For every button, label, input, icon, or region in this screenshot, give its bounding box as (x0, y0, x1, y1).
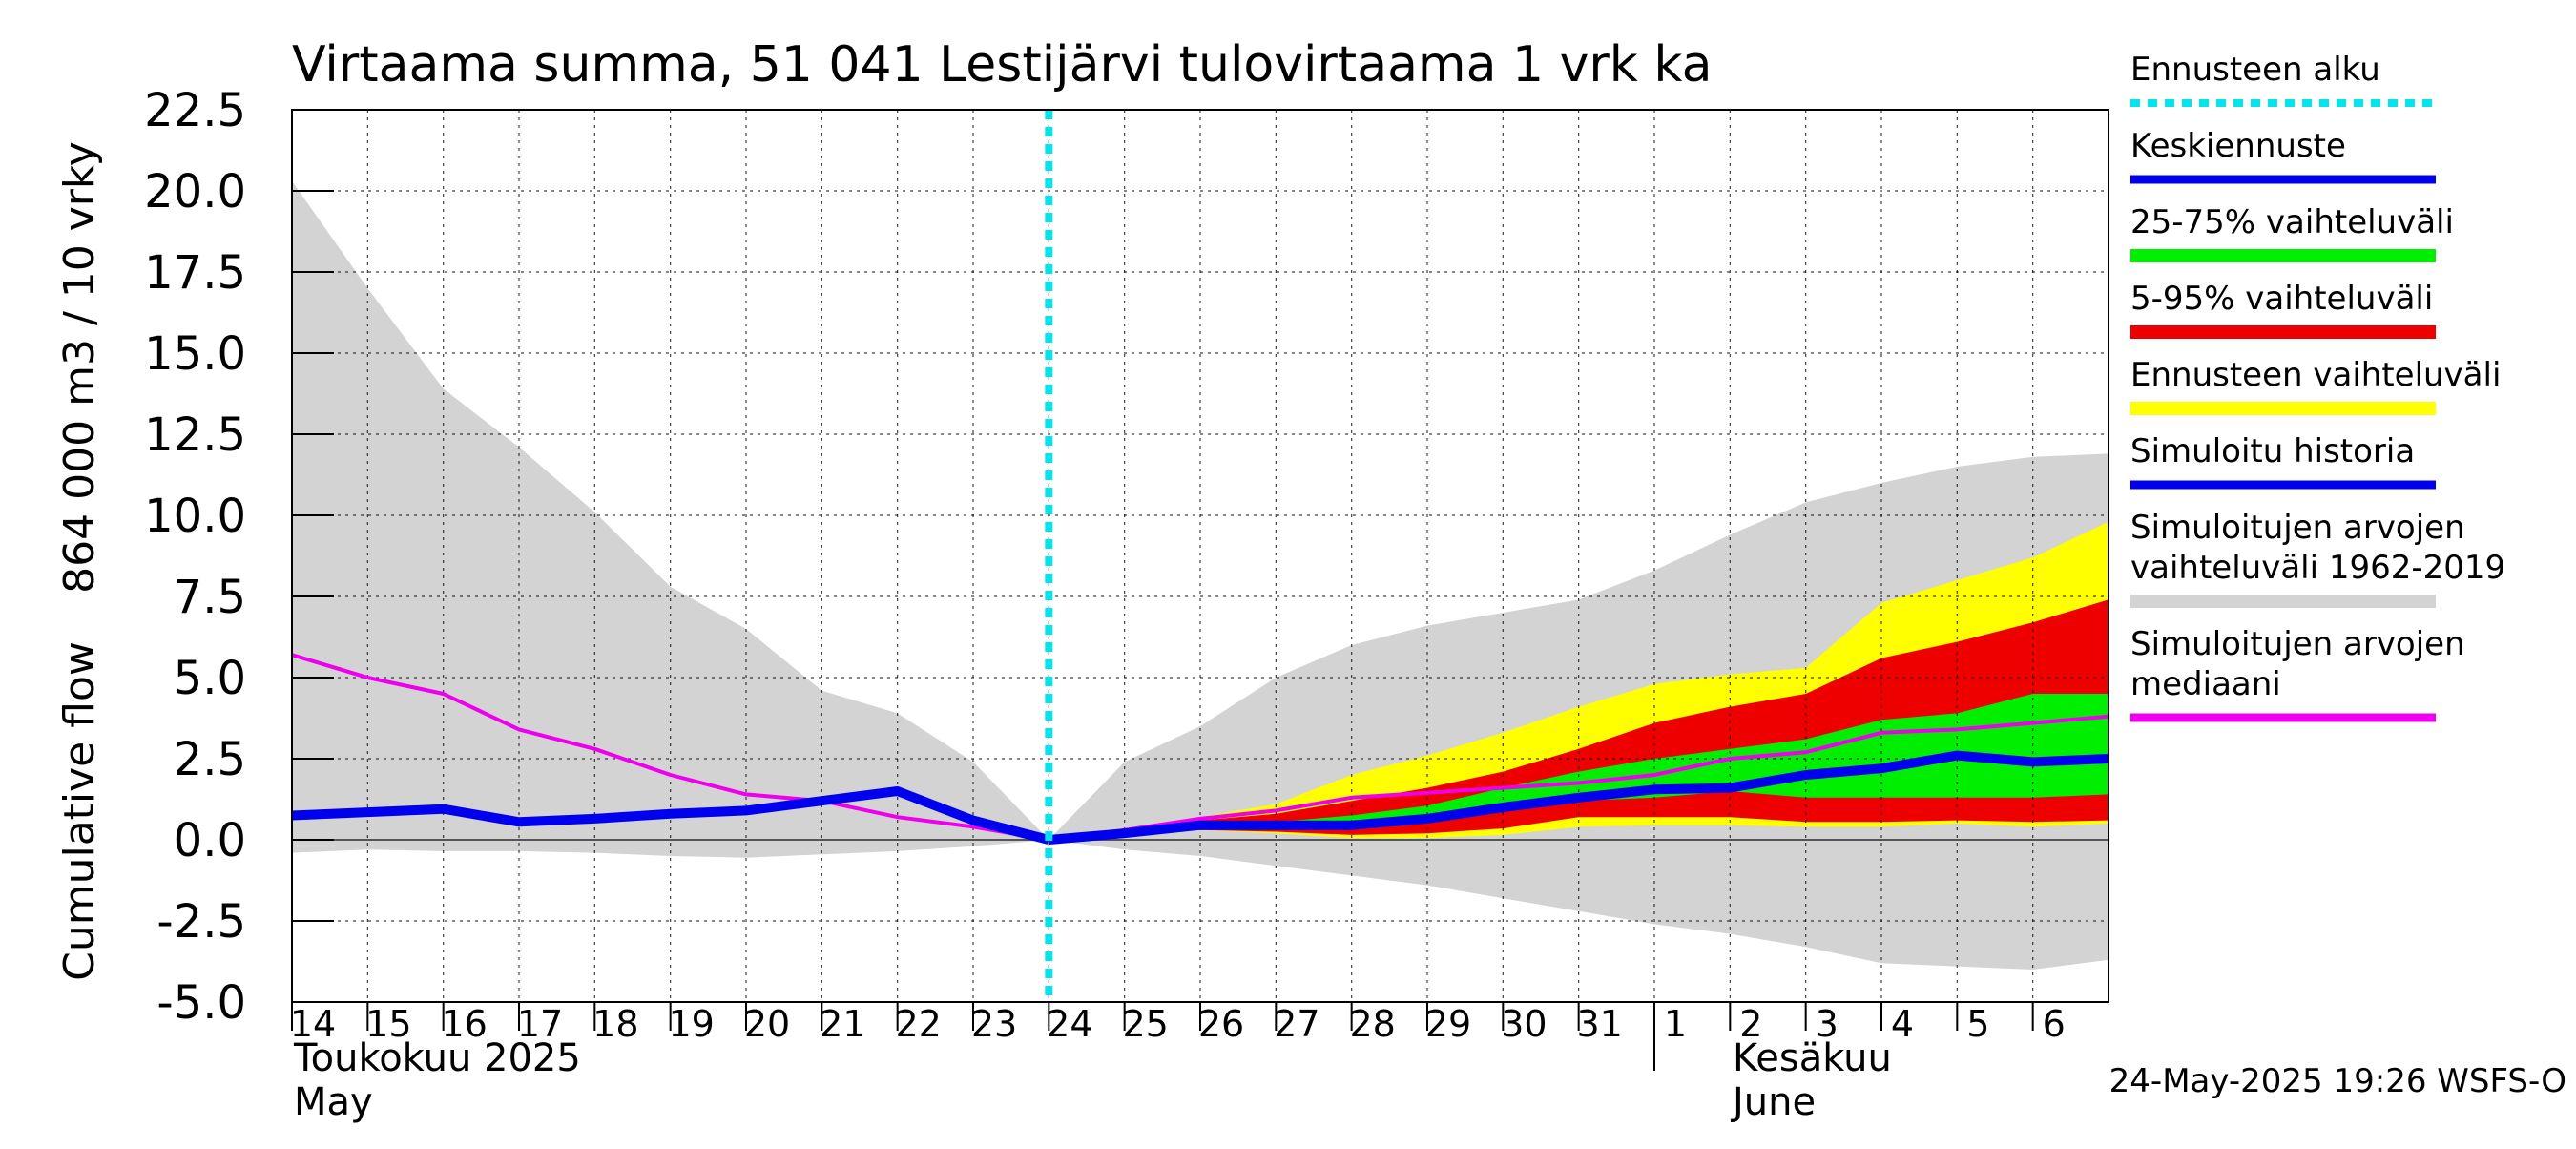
series-mean-forecast-line (1048, 750, 2109, 845)
x-tick-label: 5 (1966, 1003, 1989, 1045)
legend-label: Simuloitujen arvojen (2130, 625, 2465, 663)
legend-label: Simuloitu historia (2130, 432, 2415, 470)
y-tick-label: 5.0 (174, 652, 246, 705)
y-tick-label: -2.5 (156, 895, 246, 949)
legend-label: Ennusteen vaihteluväli (2130, 356, 2501, 394)
x-tick-label: 22 (895, 1003, 941, 1045)
x-tick-label: 15 (365, 1003, 411, 1045)
axes: 22.5 20.0 17.5 15.0 12.5 10.0 7.5 5.0 2.5 0.0 -2.5… (144, 84, 2109, 1071)
y-tick-label: 12.5 (144, 408, 246, 462)
y-tick-label: 10.0 (144, 490, 246, 543)
legend-label: Keskiennuste (2130, 127, 2346, 165)
y-axis-label-top: 864 000 m3 / 10 vrky (55, 141, 104, 594)
y-tick-label: 15.0 (144, 327, 246, 381)
legend-label: Ennusteen alku (2130, 51, 2380, 89)
legend: Ennusteen alku Keskiennuste 25-75% vaihtel… (2130, 51, 2505, 722)
x-tick-label: 16 (441, 1003, 487, 1045)
y-tick-label: 22.5 (144, 84, 246, 137)
x-tick-label: 14 (290, 1003, 336, 1045)
chart-title: Virtaama summa, 51 041 Lestijärvi tulovi… (292, 36, 1712, 94)
x-tick-label: 28 (1349, 1003, 1395, 1045)
legend-label: vaihteluväli 1962-2019 (2130, 549, 2505, 587)
x-tick-label: 20 (744, 1003, 790, 1045)
series-25-75-band (1049, 694, 2109, 840)
series-median-line (291, 653, 2109, 842)
y-tick-label: 17.5 (144, 246, 246, 300)
x-tick-label: 4 (1891, 1003, 1914, 1045)
x-tick-label: 18 (592, 1003, 638, 1045)
y-tick-label: 0.0 (174, 814, 246, 867)
y-tick-label: -5.0 (156, 976, 246, 1030)
x-tick-label: 17 (517, 1003, 563, 1045)
y-tick-label: 7.5 (174, 571, 246, 624)
y-tick-label: 20.0 (144, 165, 246, 219)
legend-label: Simuloitujen arvojen (2130, 509, 2465, 547)
legend-label: mediaani (2130, 665, 2281, 703)
series-sim-history-line (291, 786, 1050, 845)
x-tick-label: 25 (1122, 1003, 1168, 1045)
month-label-june-en: June (1730, 1080, 1816, 1124)
y-axis-label-bottom: Cumulative flow (55, 641, 104, 981)
legend-label: 25-75% vaihteluväli (2130, 203, 2454, 241)
x-tick-label: 29 (1425, 1003, 1471, 1045)
y-tick-label: 2.5 (174, 733, 246, 786)
x-tick-label: 27 (1274, 1003, 1319, 1045)
x-tick-label: 30 (1501, 1003, 1547, 1045)
x-tick-label: 1 (1664, 1003, 1687, 1045)
x-tick-label: 24 (1047, 1003, 1092, 1045)
month-label-may-fi: Toukokuu 2025 (293, 1036, 581, 1080)
timestamp: 24-May-2025 19:26 WSFS-O (2109, 1062, 2566, 1100)
x-tick-label: 26 (1198, 1003, 1244, 1045)
x-tick-label: 6 (2043, 1003, 2066, 1045)
x-tick-label: 2 (1739, 1003, 1762, 1045)
legend-label: 5-95% vaihteluväli (2130, 280, 2433, 318)
x-tick-label: 21 (820, 1003, 865, 1045)
x-tick-label: 3 (1816, 1003, 1839, 1045)
month-label-june-fi: Kesäkuu (1733, 1036, 1892, 1080)
x-tick-label: 19 (668, 1003, 714, 1045)
month-label-may-en: May (294, 1080, 373, 1124)
x-tick-label: 23 (971, 1003, 1017, 1045)
x-tick-label: 31 (1576, 1003, 1622, 1045)
